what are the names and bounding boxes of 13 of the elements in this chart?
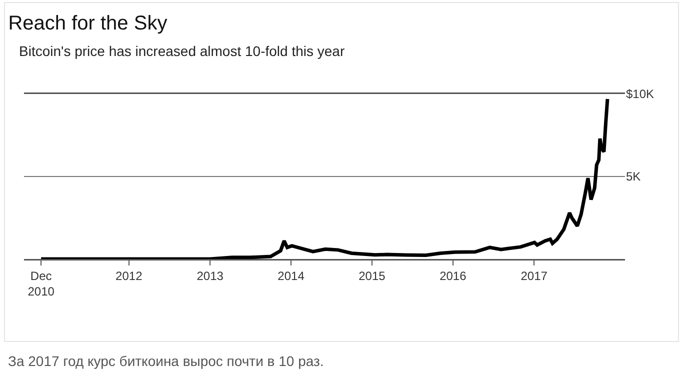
chart-title: Reach for the Sky xyxy=(8,12,168,34)
x-tick-label: 2017 xyxy=(520,268,548,283)
x-tick-label: 2013 xyxy=(196,268,224,283)
x-tick-label: 2015 xyxy=(358,268,386,283)
x-tick-label: 2016 xyxy=(440,268,467,283)
chart-subtitle: Bitcoin's price has increased almost 10-fold this year xyxy=(19,43,345,59)
line-series xyxy=(39,97,610,259)
x-tick-label: 2014 xyxy=(278,268,305,283)
x-tick-label: 2012 xyxy=(116,268,143,283)
y-tick-label: $10K xyxy=(626,87,654,102)
text: За 2017 год курс биткоина вырос почти в 10 раз. xyxy=(8,353,324,369)
y-tick-label: 5K xyxy=(626,170,641,184)
x-tick-label: Dec 2010 xyxy=(28,268,55,298)
